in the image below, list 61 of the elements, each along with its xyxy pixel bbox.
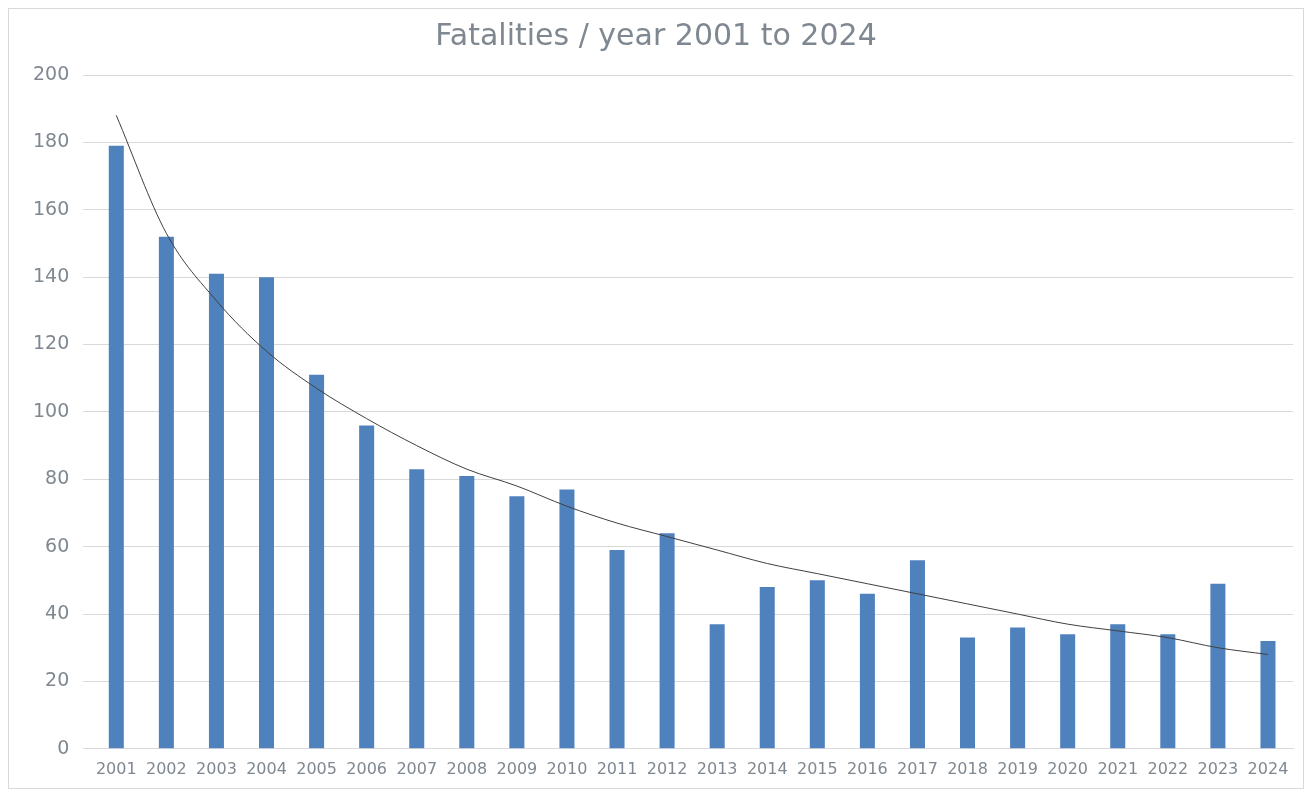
bar bbox=[108, 145, 124, 749]
y-tick-label: 140 bbox=[33, 264, 70, 287]
bar bbox=[559, 489, 575, 749]
x-tick-label: 2005 bbox=[296, 758, 337, 778]
bar bbox=[208, 273, 224, 749]
x-tick-label: 2023 bbox=[1197, 758, 1239, 778]
x-tick-label: 2006 bbox=[346, 758, 388, 778]
bar bbox=[259, 277, 275, 749]
bar bbox=[359, 425, 375, 749]
x-tick-label: 2020 bbox=[1047, 758, 1089, 778]
y-tick-label: 180 bbox=[33, 129, 70, 152]
x-tick-label: 2016 bbox=[847, 758, 888, 778]
x-tick-label: 2009 bbox=[496, 758, 538, 778]
bar bbox=[409, 469, 425, 749]
bar bbox=[1060, 634, 1076, 749]
x-tick-label: 2001 bbox=[95, 758, 137, 778]
x-tick-label: 2012 bbox=[646, 758, 688, 778]
x-tick-label: 2013 bbox=[696, 758, 738, 778]
bar bbox=[659, 533, 675, 749]
bar bbox=[309, 374, 325, 749]
bar bbox=[859, 593, 875, 749]
x-tick-label: 2003 bbox=[196, 758, 237, 778]
line-series bbox=[115, 114, 1269, 655]
y-tick-label: 40 bbox=[45, 600, 70, 623]
x-tick-label: 2004 bbox=[246, 758, 287, 778]
y-tick-label: 100 bbox=[33, 398, 70, 421]
bar bbox=[709, 624, 725, 749]
x-tick-label: 2014 bbox=[746, 758, 788, 778]
bar bbox=[909, 560, 925, 749]
x-tick-label: 2018 bbox=[947, 758, 988, 778]
bar bbox=[1110, 624, 1126, 749]
bar bbox=[1010, 627, 1026, 749]
bar bbox=[1160, 634, 1176, 749]
x-tick-label: 2024 bbox=[1247, 758, 1289, 778]
x-tick-label: 2011 bbox=[596, 758, 638, 778]
x-tick-label: 2022 bbox=[1147, 758, 1189, 778]
bar bbox=[960, 637, 976, 749]
y-tick-label: 20 bbox=[45, 668, 70, 691]
bar bbox=[459, 475, 475, 749]
y-tick-label: 120 bbox=[33, 331, 70, 354]
x-tick-label: 2021 bbox=[1097, 758, 1139, 778]
x-tick-label: 2015 bbox=[796, 758, 838, 778]
x-tick-label: 2019 bbox=[997, 758, 1038, 778]
x-tick-label: 2008 bbox=[446, 758, 488, 778]
x-tick-label: 2017 bbox=[897, 758, 938, 778]
x-tick-label: 2007 bbox=[396, 758, 438, 778]
x-tick-label: 2010 bbox=[546, 758, 588, 778]
y-tick-label: 160 bbox=[33, 196, 70, 219]
bar bbox=[759, 587, 775, 749]
x-tick-label: 2002 bbox=[146, 758, 187, 778]
bar bbox=[158, 236, 174, 749]
y-tick-label: 80 bbox=[45, 466, 70, 489]
y-tick-label: 60 bbox=[45, 533, 70, 556]
bar bbox=[609, 550, 625, 749]
bar bbox=[1260, 640, 1276, 749]
chart-title: Fatalities / year 2001 to 2024 bbox=[435, 16, 877, 52]
bar bbox=[509, 496, 525, 749]
bar bbox=[1210, 583, 1226, 749]
bar bbox=[809, 580, 825, 749]
y-tick-label: 200 bbox=[33, 61, 70, 84]
y-tick-label: 0 bbox=[57, 735, 70, 758]
